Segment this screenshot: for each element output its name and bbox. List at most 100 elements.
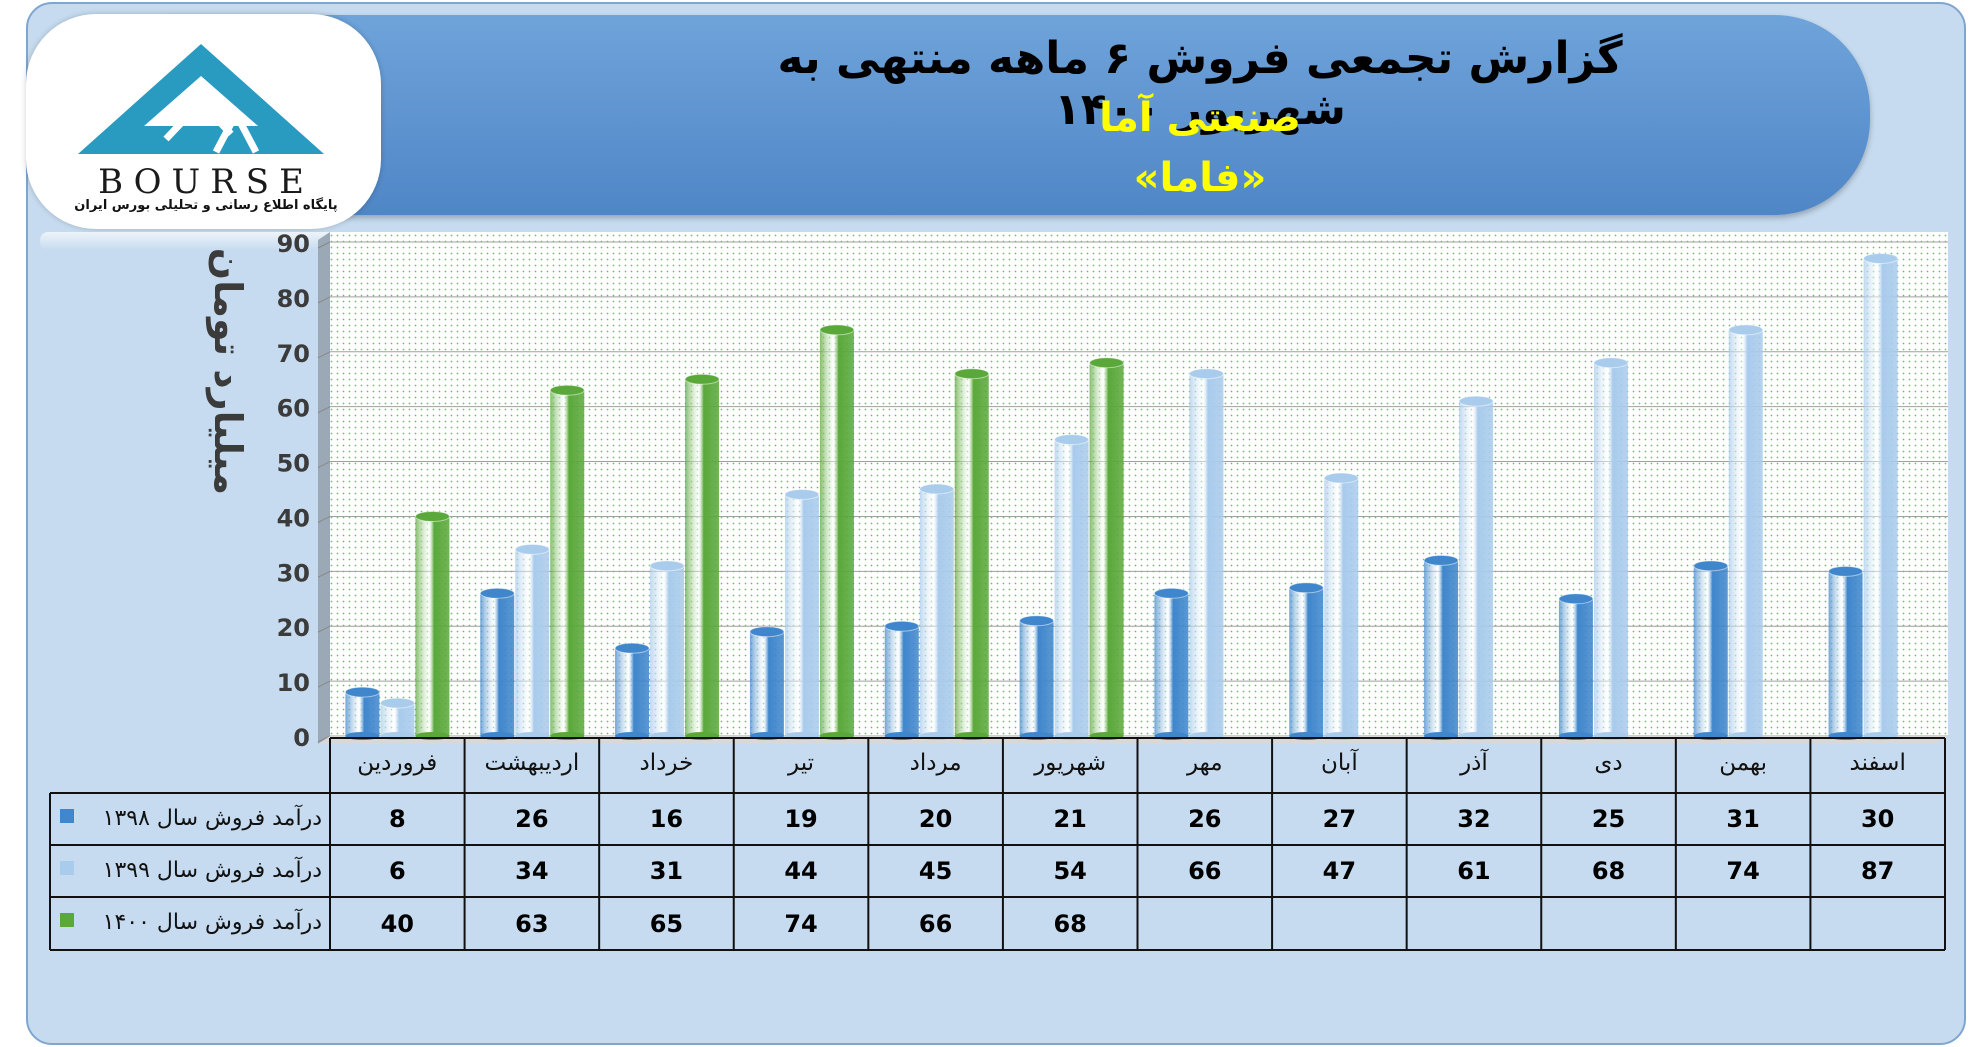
- x-tick-label: اسفند: [1849, 750, 1906, 776]
- x-tick-label: بهمن: [1719, 750, 1768, 776]
- y-tick-label: 0: [293, 724, 310, 752]
- bar: [819, 324, 855, 740]
- data-label: 34: [515, 857, 549, 885]
- bar: [1728, 324, 1764, 740]
- bar: [379, 697, 415, 740]
- x-tick-label: دی: [1594, 750, 1623, 776]
- legend-entry: درآمد فروش سال ۱۴۰۰: [102, 910, 322, 935]
- data-label: 31: [1726, 805, 1760, 833]
- bar: [1828, 565, 1864, 740]
- data-label: 26: [1188, 805, 1222, 833]
- chart-title: گزارش تجمعی فروش ۶ ماهه منتهی به شهریور …: [777, 33, 1623, 135]
- x-tick-label: فروردین: [357, 750, 438, 776]
- gridline-side: [317, 351, 331, 359]
- bar: [1089, 357, 1125, 740]
- y-tick-label: 60: [277, 395, 310, 423]
- x-tick-label: خرداد: [639, 750, 694, 776]
- data-label: 61: [1457, 857, 1491, 885]
- bar: [1019, 615, 1055, 740]
- x-tick-label: شهریور: [1034, 750, 1107, 776]
- ticker-symbol: «فاما»: [1133, 155, 1267, 201]
- data-label: 31: [649, 857, 684, 885]
- gridline-side: [317, 570, 331, 578]
- data-label: 65: [649, 909, 684, 938]
- data-label: 74: [1726, 857, 1760, 885]
- bar: [514, 543, 550, 740]
- gridline-side: [317, 406, 331, 414]
- bar: [749, 626, 785, 740]
- data-label: 30: [1860, 805, 1895, 833]
- y-tick-label: 90: [277, 230, 310, 258]
- bar: [919, 483, 955, 740]
- data-label: 16: [649, 805, 684, 833]
- bar: [1558, 593, 1594, 740]
- bar: [1423, 554, 1459, 740]
- data-label: 68: [1053, 909, 1087, 938]
- legend-swatch: [60, 913, 74, 927]
- bar: [344, 686, 380, 740]
- data-label: 19: [784, 805, 818, 833]
- x-tick-label: آذر: [1460, 750, 1488, 776]
- logo: BOURSE پایگاه اطلاع رسانی و تحلیلی بورس …: [26, 14, 381, 229]
- bar: [1863, 252, 1899, 740]
- y-tick-label: 50: [277, 450, 310, 478]
- data-label: 45: [918, 857, 953, 885]
- data-label: 21: [1053, 805, 1087, 833]
- bar: [649, 560, 685, 740]
- data-label: 68: [1591, 857, 1626, 885]
- bar: [1693, 560, 1729, 740]
- bar: [1593, 357, 1629, 740]
- bar: [414, 510, 450, 740]
- bar: [684, 373, 720, 740]
- data-label: 32: [1457, 805, 1491, 833]
- bar: [1153, 587, 1189, 740]
- data-label: 26: [515, 805, 549, 833]
- title-banner: گزارش تجمعی فروش ۶ ماهه منتهی به شهریور …: [140, 15, 1870, 215]
- y-tick-label: 20: [277, 614, 310, 642]
- bar: [884, 620, 920, 740]
- legend-swatch: [60, 861, 74, 875]
- data-label: 8: [388, 805, 406, 833]
- x-tick-label: اردیبهشت: [484, 750, 580, 776]
- bar: [1288, 582, 1324, 740]
- legend-entry: درآمد فروش سال ۱۳۹۸: [102, 806, 322, 831]
- data-label: 87: [1860, 857, 1895, 885]
- y-tick-label: 70: [277, 340, 310, 368]
- data-label: 74: [784, 909, 818, 938]
- data-label: 63: [515, 909, 549, 938]
- y-tick-label: 40: [277, 504, 310, 532]
- gridline-side: [317, 515, 331, 523]
- company-name: صنعتی آما: [1099, 95, 1301, 141]
- bar: [954, 368, 990, 740]
- data-label: 25: [1591, 805, 1626, 833]
- bar: [784, 488, 820, 740]
- bar: [1188, 368, 1224, 740]
- plot-side-wall: [318, 232, 330, 744]
- x-tick-label: آبان: [1321, 750, 1358, 776]
- data-label: 6: [388, 857, 406, 885]
- gridline-side: [317, 735, 331, 743]
- x-tick-label: مرداد: [909, 750, 962, 776]
- legend-entry: درآمد فروش سال ۱۳۹۹: [102, 858, 322, 883]
- data-label: 20: [918, 805, 953, 833]
- y-tick-label: 10: [277, 669, 310, 697]
- gridline-side: [317, 241, 331, 249]
- data-label: 66: [918, 909, 953, 938]
- data-label: 27: [1322, 805, 1357, 833]
- bar: [1054, 434, 1090, 740]
- legend-swatch: [60, 809, 74, 823]
- bar: [1323, 472, 1359, 740]
- bar: [614, 642, 650, 740]
- x-tick-label: مهر: [1186, 750, 1223, 776]
- logo-tagline: پایگاه اطلاع رسانی و تحلیلی بورس ایران: [74, 198, 338, 213]
- logo-wordmark: BOURSE: [98, 162, 314, 202]
- gridline-side: [317, 461, 331, 469]
- data-label: 40: [380, 909, 414, 938]
- x-tick-label: تیر: [788, 750, 815, 776]
- data-label: 47: [1322, 857, 1357, 885]
- triangle-24-logo-icon: [78, 44, 324, 154]
- data-label: 66: [1188, 857, 1222, 885]
- bar: [1458, 395, 1494, 740]
- data-label: 54: [1053, 857, 1087, 885]
